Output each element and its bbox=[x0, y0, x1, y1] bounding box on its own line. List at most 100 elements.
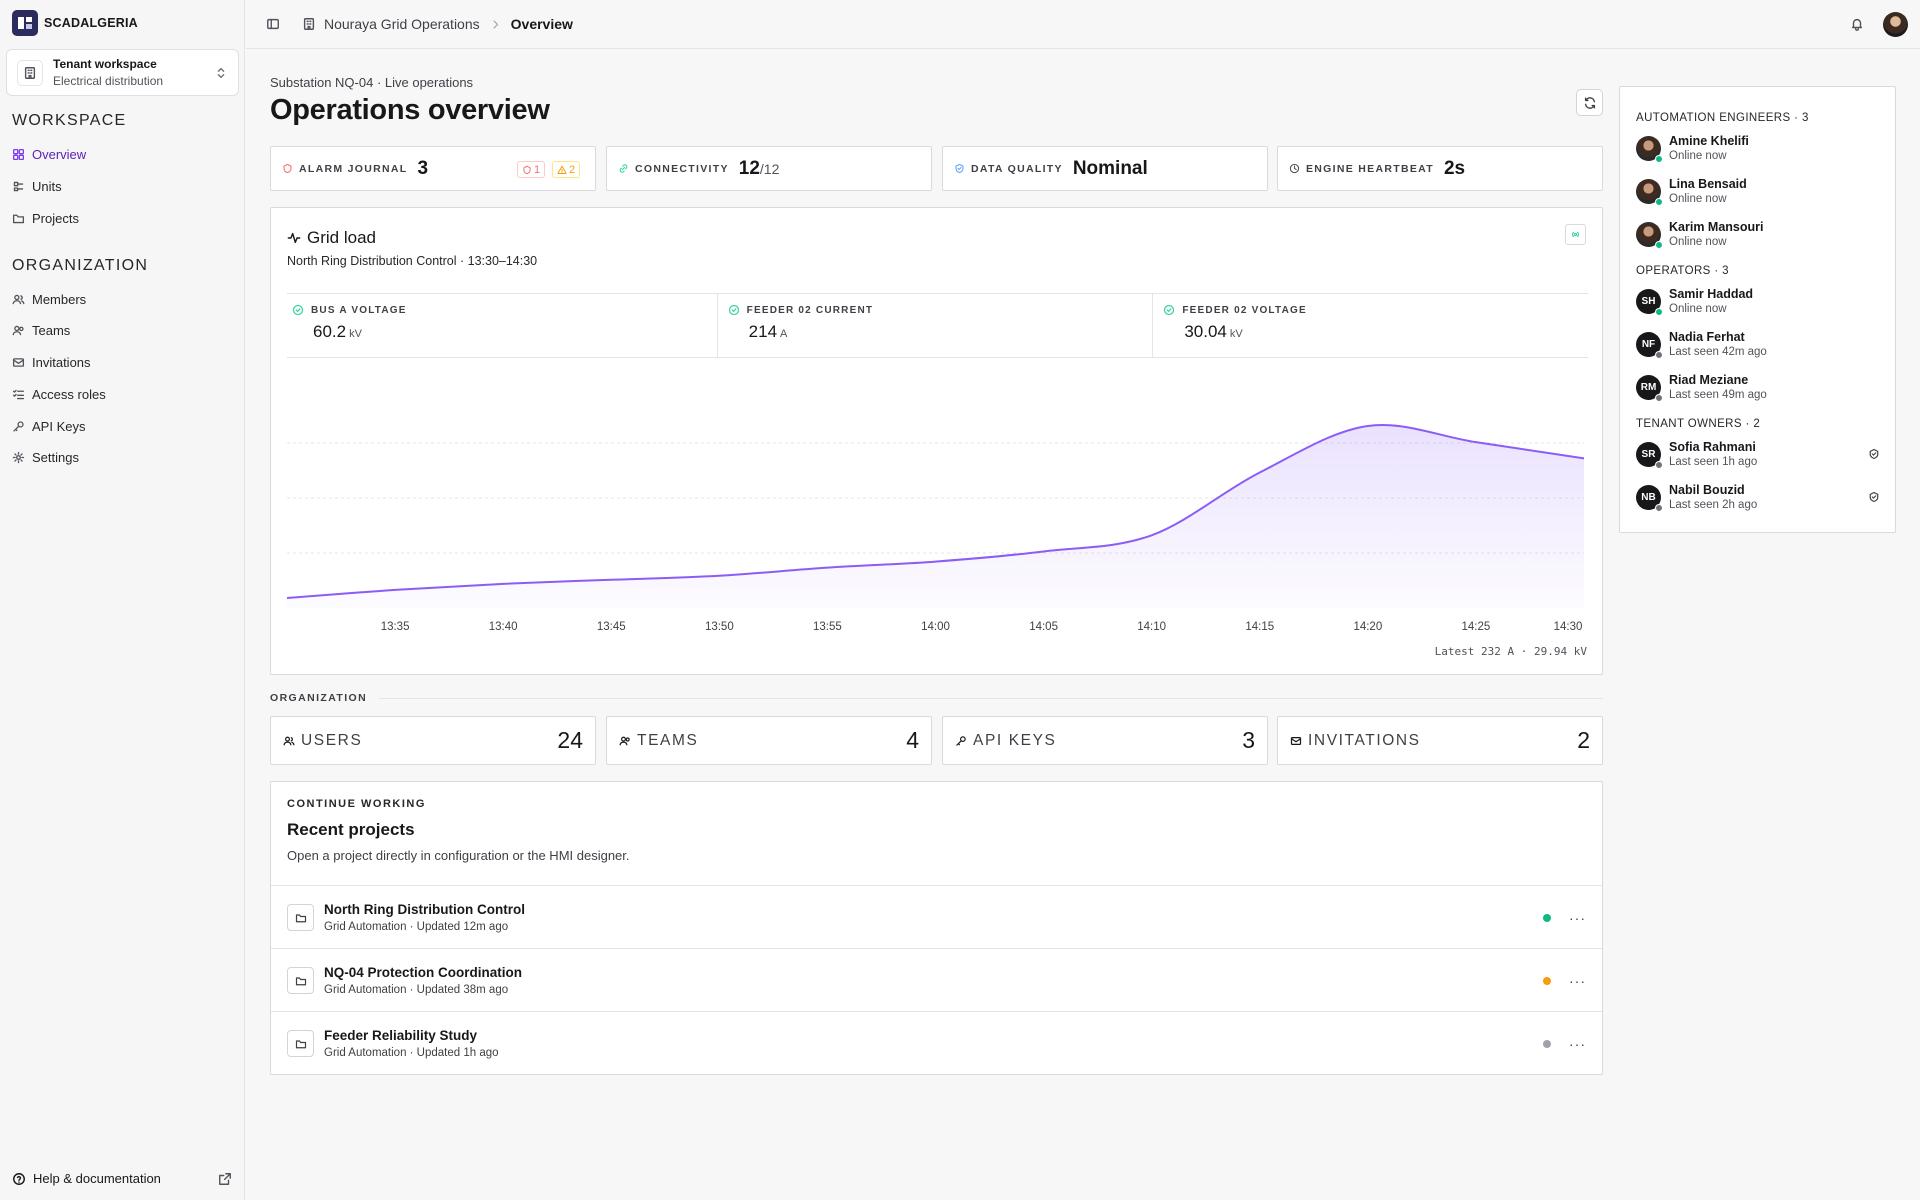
offline-status-dot bbox=[1655, 460, 1663, 469]
broadcast-icon bbox=[1572, 231, 1579, 238]
sidebar: SCADALGERIA Tenant workspace Electrical … bbox=[0, 0, 245, 1200]
online-status-dot bbox=[1655, 307, 1663, 316]
mail-icon bbox=[12, 358, 25, 367]
shield-check-icon bbox=[955, 163, 964, 174]
org-card-value: 24 bbox=[557, 727, 583, 753]
tenant-switcher[interactable]: Tenant workspace Electrical distribution bbox=[6, 49, 239, 96]
metric-unit: kV bbox=[1229, 328, 1243, 340]
critical-count: 1 bbox=[534, 163, 541, 176]
member-status: Last seen 2h ago bbox=[1669, 499, 1758, 511]
member-item[interactable]: Karim Mansouri Online now bbox=[1636, 220, 1880, 249]
group-title: TENANT OWNERS · 2 bbox=[1636, 418, 1761, 430]
offline-status-dot bbox=[1655, 393, 1663, 402]
help-circle-icon bbox=[13, 1172, 25, 1185]
key-icon bbox=[13, 421, 24, 432]
member-item[interactable]: NB Nabil Bouzid Last seen 2h ago bbox=[1636, 483, 1880, 512]
member-item[interactable]: SR Sofia Rahmani Last seen 1h ago bbox=[1636, 440, 1880, 469]
group-title: AUTOMATION ENGINEERS · 3 bbox=[1636, 112, 1809, 124]
sidebar-item-invitations[interactable]: Invitations bbox=[12, 355, 91, 370]
app-name: SCADALGERIA bbox=[44, 16, 138, 30]
metric-bus-a-voltage: BUS A VOLTAGE 60.2 kV bbox=[287, 294, 717, 357]
team-icon bbox=[619, 736, 630, 745]
sidebar-item-api-keys[interactable]: API Keys bbox=[12, 419, 85, 434]
alarm-journal-card[interactable]: ALARM JOURNAL 3 1 2 bbox=[270, 146, 596, 191]
member-status: Online now bbox=[1669, 236, 1727, 248]
x-tick-label: 14:00 bbox=[921, 621, 950, 633]
users-icon bbox=[12, 294, 25, 305]
more-options-button[interactable]: ··· bbox=[1569, 909, 1586, 926]
x-tick-label: 14:05 bbox=[1029, 621, 1058, 633]
sidebar-item-overview[interactable]: Overview bbox=[12, 147, 86, 162]
sidebar-item-label: Invitations bbox=[32, 355, 91, 370]
project-row[interactable]: NQ-04 Protection Coordination Grid Autom… bbox=[271, 948, 1602, 1012]
data-quality-card[interactable]: DATA QUALITY Nominal bbox=[942, 146, 1268, 191]
bell-icon[interactable] bbox=[1850, 17, 1864, 31]
folder-icon bbox=[12, 214, 25, 224]
recent-title: Recent projects bbox=[287, 820, 415, 839]
chevron-right-icon bbox=[493, 20, 498, 28]
tenant-name: Tenant workspace bbox=[53, 57, 157, 71]
sidebar-item-access-roles[interactable]: Access roles bbox=[12, 387, 106, 402]
sidebar-item-label: Members bbox=[32, 292, 87, 307]
app-logo[interactable]: SCADALGERIA bbox=[12, 10, 138, 36]
sidebar-item-teams[interactable]: Teams bbox=[12, 323, 70, 338]
member-item[interactable]: NF Nadia Ferhat Last seen 42m ago bbox=[1636, 330, 1880, 359]
org-card-api-keys[interactable]: API KEYS 3 bbox=[942, 716, 1268, 765]
check-circle-icon bbox=[292, 304, 304, 316]
engine-heartbeat-card[interactable]: ENGINE HEARTBEAT 2s bbox=[1277, 146, 1603, 191]
sidebar-item-units[interactable]: Units bbox=[12, 179, 62, 194]
live-indicator-button[interactable] bbox=[1565, 224, 1586, 245]
sidebar-item-label: API Keys bbox=[32, 419, 86, 434]
metrics-row: BUS A VOLTAGE 60.2 kV FEEDER 02 CURRENT 2… bbox=[287, 293, 1588, 358]
user-avatar[interactable] bbox=[1883, 12, 1908, 37]
avatar: NF bbox=[1636, 331, 1663, 359]
avatar-initials: SH bbox=[1641, 295, 1656, 307]
sidebar-item-settings[interactable]: Settings bbox=[12, 450, 79, 465]
help-link[interactable]: Help & documentation bbox=[12, 1171, 232, 1186]
x-tick-label: 14:15 bbox=[1245, 621, 1274, 633]
refresh-button[interactable] bbox=[1576, 89, 1603, 116]
online-status-dot bbox=[1655, 197, 1663, 206]
alarm-critical-icon bbox=[523, 165, 531, 174]
status-dot bbox=[1543, 913, 1551, 922]
member-item[interactable]: SH Samir Haddad Online now bbox=[1636, 287, 1880, 316]
connectivity-value: 12 bbox=[738, 157, 760, 179]
member-name: Sofia Rahmani bbox=[1669, 440, 1756, 454]
avatar bbox=[1636, 178, 1663, 206]
org-card-users[interactable]: USERS 24 bbox=[270, 716, 596, 765]
organization-section-title: ORGANIZATION bbox=[12, 257, 149, 274]
online-status-dot bbox=[1655, 154, 1663, 163]
recent-description: Open a project directly in configuration… bbox=[287, 848, 630, 863]
project-row[interactable]: Feeder Reliability Study Grid Automation… bbox=[271, 1011, 1602, 1075]
logo-mark-icon bbox=[12, 10, 38, 36]
more-options-button[interactable]: ··· bbox=[1569, 1035, 1586, 1052]
member-name: Samir Haddad bbox=[1669, 287, 1754, 301]
connectivity-label: CONNECTIVITY bbox=[635, 162, 729, 175]
chevron-updown-icon bbox=[217, 67, 225, 78]
member-item[interactable]: Lina Bensaid Online now bbox=[1636, 177, 1880, 206]
grid-load-title: Grid load bbox=[307, 228, 376, 247]
member-item[interactable]: Amine Khelifi Online now bbox=[1636, 134, 1880, 163]
sidebar-item-label: Teams bbox=[32, 323, 71, 338]
connectivity-card[interactable]: CONNECTIVITY 12/12 bbox=[606, 146, 932, 191]
org-card-invitations[interactable]: INVITATIONS 2 bbox=[1277, 716, 1603, 765]
project-meta: Grid Automation · Updated 38m ago bbox=[324, 984, 509, 996]
latest-reading: Latest 232 A · 29.94 kV bbox=[1434, 645, 1587, 658]
alarm-journal-label: ALARM JOURNAL bbox=[299, 162, 408, 175]
critical-alarm-badge[interactable]: 1 bbox=[517, 161, 546, 178]
grid-load-chart: 13:35 13:40 13:45 13:50 13:55 14:00 14:05 14:10… bbox=[287, 424, 1585, 633]
warning-count: 2 bbox=[569, 163, 576, 176]
sidebar-item-projects[interactable]: Projects bbox=[12, 211, 79, 226]
org-card-label: INVITATIONS bbox=[1308, 731, 1421, 749]
sidebar-item-members[interactable]: Members bbox=[12, 292, 86, 307]
project-name: NQ-04 Protection Coordination bbox=[324, 965, 523, 980]
project-row[interactable]: North Ring Distribution Control Grid Aut… bbox=[271, 885, 1602, 949]
sidebar-toggle-icon[interactable] bbox=[266, 17, 280, 31]
member-item[interactable]: RM Riad Meziane Last seen 49m ago bbox=[1636, 373, 1880, 402]
alarm-icon bbox=[283, 163, 292, 174]
sidebar-item-label: Access roles bbox=[32, 387, 106, 402]
breadcrumb-parent[interactable]: Nouraya Grid Operations bbox=[302, 16, 480, 32]
warning-alarm-badge[interactable]: 2 bbox=[552, 161, 581, 178]
more-options-button[interactable]: ··· bbox=[1569, 972, 1586, 989]
org-card-teams[interactable]: TEAMS 4 bbox=[606, 716, 932, 765]
